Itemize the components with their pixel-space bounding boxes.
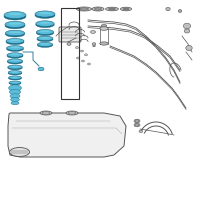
Ellipse shape <box>6 40 24 45</box>
Ellipse shape <box>11 101 19 105</box>
Ellipse shape <box>186 45 192 51</box>
Ellipse shape <box>10 46 20 48</box>
Bar <box>61 8 79 99</box>
Ellipse shape <box>9 89 21 95</box>
Ellipse shape <box>40 111 52 115</box>
Ellipse shape <box>35 11 55 17</box>
Ellipse shape <box>11 71 19 73</box>
Ellipse shape <box>92 43 96 45</box>
Ellipse shape <box>178 10 182 12</box>
Ellipse shape <box>42 112 50 114</box>
Ellipse shape <box>4 11 26 19</box>
Ellipse shape <box>76 47 78 49</box>
Ellipse shape <box>5 31 25 37</box>
Ellipse shape <box>9 85 21 91</box>
Ellipse shape <box>9 81 21 84</box>
Ellipse shape <box>5 21 25 27</box>
Ellipse shape <box>90 31 96 33</box>
Ellipse shape <box>7 46 23 50</box>
Ellipse shape <box>106 7 118 11</box>
Ellipse shape <box>134 123 140 127</box>
Ellipse shape <box>76 7 92 11</box>
Ellipse shape <box>88 63 90 65</box>
Ellipse shape <box>38 67 44 71</box>
Ellipse shape <box>5 23 25 29</box>
Ellipse shape <box>36 31 54 36</box>
Ellipse shape <box>39 12 51 14</box>
Ellipse shape <box>10 60 20 61</box>
Ellipse shape <box>36 29 54 35</box>
Ellipse shape <box>7 60 23 64</box>
Ellipse shape <box>4 13 26 20</box>
Ellipse shape <box>8 71 22 74</box>
Ellipse shape <box>35 12 55 18</box>
Ellipse shape <box>40 37 50 39</box>
Ellipse shape <box>7 53 23 57</box>
Ellipse shape <box>8 65 22 69</box>
Ellipse shape <box>8 13 22 15</box>
Ellipse shape <box>93 45 95 47</box>
Ellipse shape <box>120 7 132 11</box>
Ellipse shape <box>10 39 20 41</box>
Ellipse shape <box>11 98 19 102</box>
Ellipse shape <box>36 21 54 26</box>
Ellipse shape <box>8 66 22 70</box>
Ellipse shape <box>9 76 21 79</box>
Ellipse shape <box>7 59 23 63</box>
Ellipse shape <box>37 42 53 46</box>
Ellipse shape <box>11 77 19 78</box>
FancyBboxPatch shape <box>59 27 81 42</box>
Ellipse shape <box>108 8 116 10</box>
Ellipse shape <box>184 29 190 33</box>
Ellipse shape <box>80 50 84 52</box>
Ellipse shape <box>94 8 102 10</box>
Ellipse shape <box>9 77 21 80</box>
Ellipse shape <box>10 94 20 98</box>
Ellipse shape <box>10 54 20 55</box>
Ellipse shape <box>100 42 108 45</box>
Ellipse shape <box>76 57 80 59</box>
Ellipse shape <box>135 120 139 122</box>
Ellipse shape <box>37 37 53 42</box>
Ellipse shape <box>100 27 108 30</box>
Ellipse shape <box>8 71 22 75</box>
Ellipse shape <box>67 43 71 45</box>
Ellipse shape <box>9 22 21 25</box>
Ellipse shape <box>183 23 191 29</box>
Ellipse shape <box>66 111 78 115</box>
Ellipse shape <box>40 30 50 32</box>
Ellipse shape <box>79 8 89 10</box>
Ellipse shape <box>68 112 76 114</box>
Ellipse shape <box>135 124 139 126</box>
Ellipse shape <box>9 82 21 85</box>
Ellipse shape <box>11 82 19 83</box>
Ellipse shape <box>11 66 19 67</box>
Ellipse shape <box>82 60 84 62</box>
Ellipse shape <box>37 36 53 41</box>
Polygon shape <box>8 113 126 157</box>
Ellipse shape <box>37 43 53 47</box>
Ellipse shape <box>5 30 25 36</box>
Ellipse shape <box>92 7 104 11</box>
Ellipse shape <box>139 130 143 132</box>
Ellipse shape <box>166 7 170 11</box>
Ellipse shape <box>123 8 129 10</box>
Ellipse shape <box>7 47 23 51</box>
Ellipse shape <box>7 54 23 58</box>
Ellipse shape <box>36 22 54 28</box>
Ellipse shape <box>134 119 140 123</box>
Ellipse shape <box>9 31 21 33</box>
Ellipse shape <box>40 43 50 45</box>
Ellipse shape <box>101 24 107 27</box>
Ellipse shape <box>84 54 88 56</box>
Ellipse shape <box>39 22 51 24</box>
Ellipse shape <box>6 38 24 44</box>
Ellipse shape <box>10 148 30 156</box>
